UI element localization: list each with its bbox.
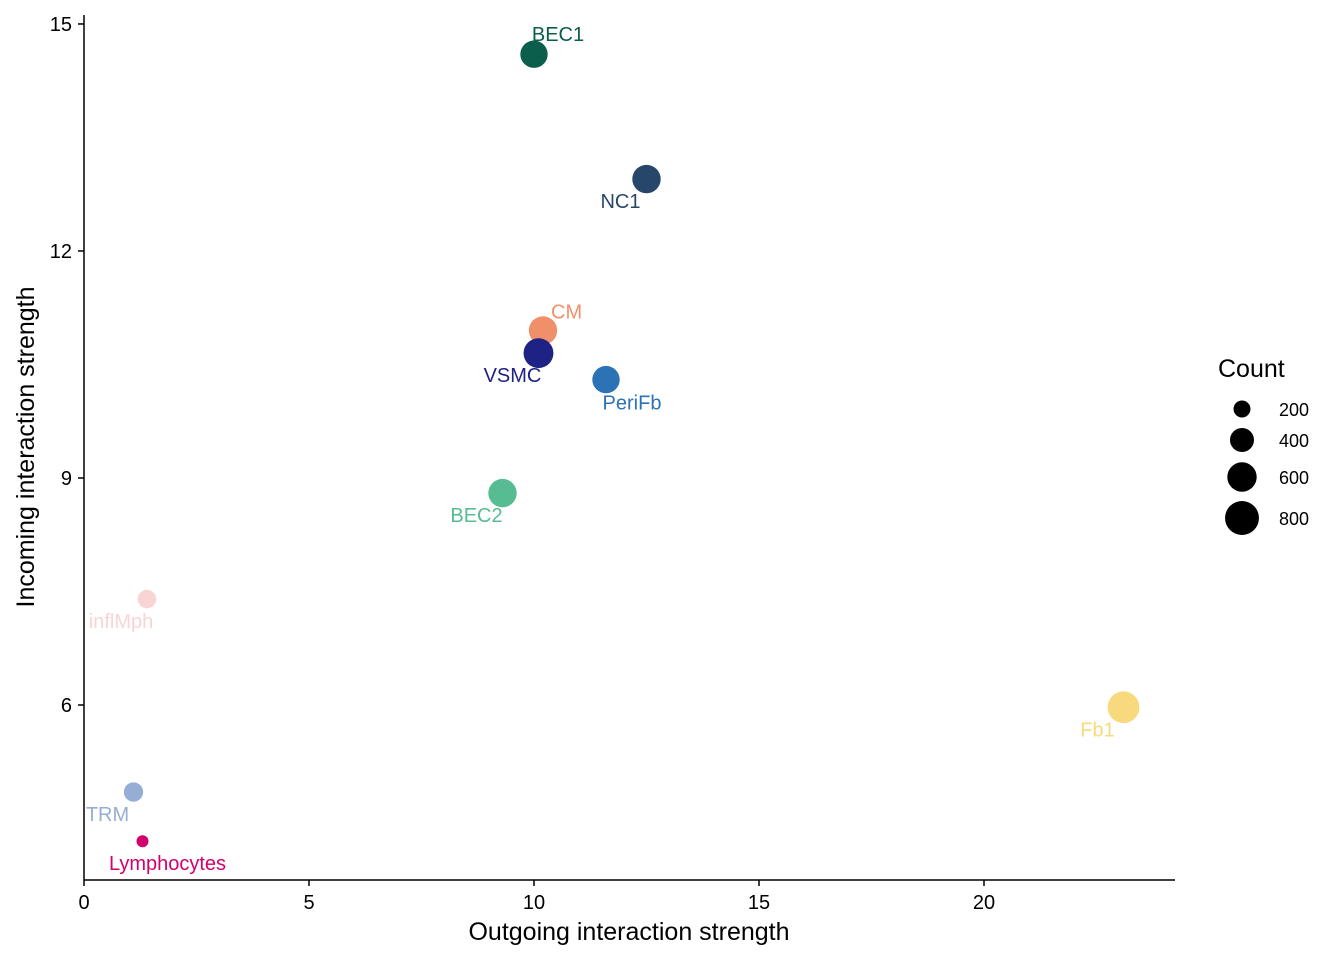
x-tick-label: 20: [973, 892, 995, 914]
x-axis-title: Outgoing interaction strength: [468, 918, 789, 946]
legend-label-800: 800: [1279, 509, 1309, 529]
legend-key-600: [1227, 462, 1257, 492]
y-tick-label: 12: [50, 241, 72, 263]
point-vsmc: [523, 338, 554, 369]
point-trm: [123, 782, 144, 802]
legend: Count 200 400 600 800: [1218, 355, 1309, 535]
point-label-trm: TRM: [86, 804, 129, 826]
point-fb1: [1107, 691, 1140, 724]
x-ticks: 0 5 10 15 20: [78, 880, 995, 914]
x-tick-label: 15: [748, 892, 770, 914]
y-ticks: 6 9 12 15: [50, 14, 84, 717]
y-tick-label: 6: [61, 695, 72, 717]
point-bec1: [520, 40, 548, 68]
legend-label-400: 400: [1279, 431, 1309, 451]
legend-label-200: 200: [1279, 400, 1309, 420]
data-points: BEC1 NC1 CM VSMC PeriFb BEC2 inflMph Fb1 TRM Lymp…: [86, 24, 1140, 875]
x-tick-label: 0: [78, 892, 89, 914]
point-label-vsmc: VSMC: [484, 365, 542, 387]
legend-key-200: [1233, 400, 1251, 418]
y-tick-label: 9: [61, 468, 72, 490]
y-axis-title: Incoming interaction strength: [12, 286, 40, 607]
point-label-bec2: BEC2: [450, 505, 502, 527]
legend-label-600: 600: [1279, 468, 1309, 488]
point-inflmph: [137, 589, 157, 609]
point-label-perifb: PeriFb: [603, 393, 662, 415]
point-label-cm: CM: [551, 301, 582, 323]
axes: 0 5 10 15 20 6 9 12 15: [50, 14, 1175, 914]
point-perifb: [592, 365, 620, 394]
point-lymphocytes: [136, 835, 149, 848]
point-label-fb1: Fb1: [1080, 719, 1114, 741]
x-tick-label: 10: [523, 892, 545, 914]
point-label-nc1: NC1: [600, 191, 640, 213]
point-cm: [528, 316, 558, 345]
point-label-lymphocytes: Lymphocytes: [109, 853, 226, 875]
legend-title: Count: [1218, 355, 1285, 383]
point-label-inflmph: inflMph: [89, 611, 153, 633]
point-nc1: [632, 164, 661, 194]
legend-key-400: [1230, 428, 1254, 452]
x-tick-label: 5: [303, 892, 314, 914]
y-tick-label: 15: [50, 14, 72, 36]
point-label-bec1: BEC1: [532, 24, 584, 46]
point-bec2: [488, 478, 517, 508]
legend-key-800: [1225, 501, 1259, 535]
